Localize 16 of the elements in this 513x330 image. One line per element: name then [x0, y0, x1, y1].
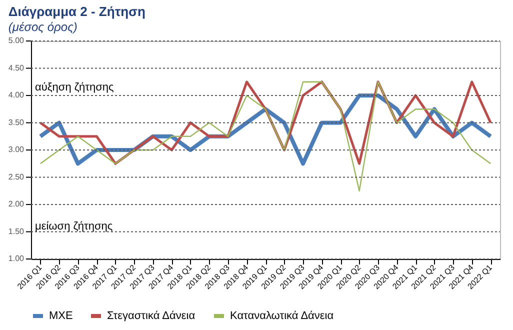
- y-tick-label: 3.00: [8, 145, 25, 154]
- y-tick-label: 2.50: [8, 172, 25, 182]
- legend-label: Καταναλωτικά Δάνεια: [230, 310, 334, 322]
- chart-title: Διάγραμμα 2 - Ζήτηση: [8, 4, 146, 19]
- y-tick-label: 1.50: [8, 226, 25, 236]
- y-tick-label: 5.00: [8, 36, 25, 45]
- y-tick-label: 2.00: [8, 200, 25, 208]
- y-tick-label: 4.00: [8, 90, 25, 100]
- y-tick-label: 3.50: [8, 118, 25, 127]
- chart-subtitle: (μέσος όρος): [8, 20, 78, 34]
- annotation: αύξηση ζήτησης: [35, 81, 114, 94]
- legend-label: ΜΧΕ: [49, 310, 73, 322]
- legend-label: Στεγαστικά Δάνεια: [107, 310, 196, 322]
- y-tick-label: 1.00: [8, 254, 25, 263]
- annotation: μείωση ζήτησης: [35, 220, 113, 232]
- y-tick-label: 4.50: [8, 63, 25, 72]
